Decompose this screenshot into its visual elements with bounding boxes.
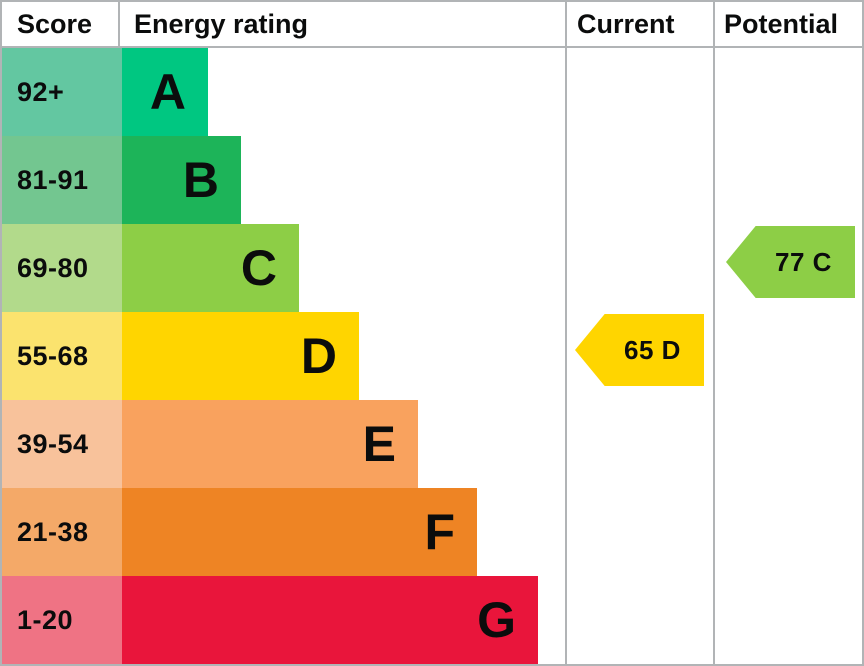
band-row-a: 92+ A (2, 48, 862, 136)
band-row-c: 69-80 C (2, 224, 862, 312)
current-column-divider (565, 2, 567, 664)
score-range-label: 55-68 (17, 340, 89, 371)
header-current: Current (577, 9, 675, 39)
score-range-label: 21-38 (17, 516, 89, 547)
score-range-cell: 81-91 (2, 136, 122, 224)
band-letter: A (149, 64, 186, 120)
score-range-cell: 39-54 (2, 400, 122, 488)
band-bar: E (122, 400, 418, 488)
band-letter: G (477, 592, 516, 648)
score-range-label: 1-20 (17, 604, 74, 635)
score-range-cell: 92+ (2, 48, 122, 136)
band-letter: B (182, 152, 219, 208)
band-row-f: 21-38 F (2, 488, 862, 576)
band-bar: D (122, 312, 359, 400)
header-energy-rating: Energy rating (134, 9, 309, 39)
band-row-e: 39-54 E (2, 400, 862, 488)
chart-header: Score Energy rating Current Potential (2, 2, 862, 48)
current-rating-label: 65 D (624, 334, 681, 365)
score-range-label: 92+ (17, 76, 65, 107)
band-row-b: 81-91 B (2, 136, 862, 224)
band-bar: B (122, 136, 241, 224)
band-letter: F (424, 504, 455, 560)
potential-column-divider (713, 2, 715, 664)
score-range-cell: 21-38 (2, 488, 122, 576)
band-letter: E (362, 416, 396, 472)
band-row-d: 55-68 D (2, 312, 862, 400)
score-range-label: 39-54 (17, 428, 89, 459)
band-letter: D (300, 328, 337, 384)
band-bar: C (122, 224, 299, 312)
band-bar: A (122, 48, 208, 136)
header-score: Score (2, 2, 120, 46)
band-bar: F (122, 488, 477, 576)
band-row-g: 1-20 G (2, 576, 862, 664)
potential-rating-arrow: 77 C (726, 226, 855, 298)
band-letter: C (240, 240, 277, 296)
potential-rating-label: 77 C (775, 246, 832, 277)
score-range-label: 81-91 (17, 164, 89, 195)
band-rows: 92+ A 81-91 B 69-80 C 55-68 D 39-54 (2, 48, 862, 664)
band-bar: G (122, 576, 538, 664)
current-rating-arrow: 65 D (575, 314, 704, 386)
header-potential: Potential (724, 9, 839, 39)
score-range-cell: 55-68 (2, 312, 122, 400)
score-range-cell: 69-80 (2, 224, 122, 312)
score-range-label: 69-80 (17, 252, 89, 283)
score-range-cell: 1-20 (2, 576, 122, 664)
